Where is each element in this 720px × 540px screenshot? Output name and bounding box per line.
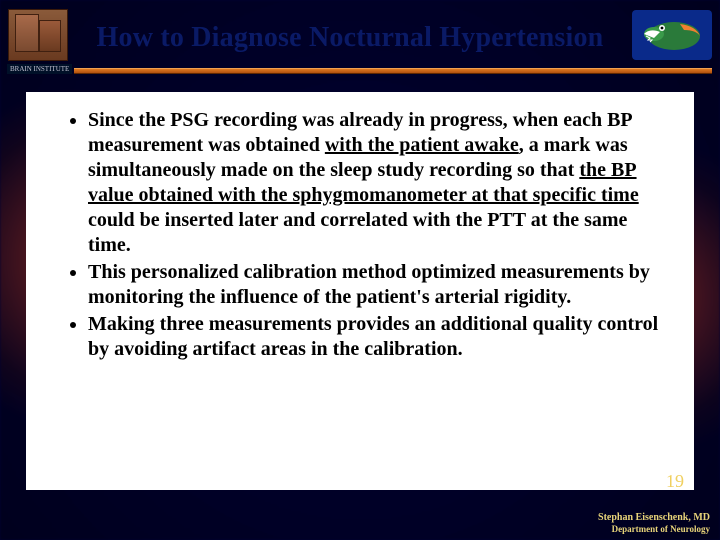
- list-item: Since the PSG recording was already in p…: [88, 108, 676, 258]
- author-name: Stephan Eisenschenk, MD: [598, 512, 710, 524]
- bullet-text: Since the PSG recording was already in p…: [88, 109, 639, 256]
- department-name: Department of Neurology: [598, 524, 710, 534]
- footer-credits: Stephan Eisenschenk, MD Department of Ne…: [598, 512, 710, 534]
- institute-label: BRAIN INSTITUTE: [7, 64, 72, 74]
- institute-building-logo: BRAIN INSTITUTE: [8, 9, 68, 61]
- gator-logo: [632, 10, 712, 60]
- slide-title: How to Diagnose Nocturnal Hypertension: [68, 16, 632, 54]
- bullet-list: Since the PSG recording was already in p…: [88, 108, 676, 362]
- header-divider: [74, 68, 712, 74]
- slide-number: 19: [666, 471, 684, 492]
- content-panel: Since the PSG recording was already in p…: [26, 92, 694, 490]
- gator-icon: [640, 16, 704, 54]
- bullet-text: Making three measurements provides an ad…: [88, 313, 658, 360]
- list-item: This personalized calibration method opt…: [88, 260, 676, 310]
- header-bar: BRAIN INSTITUTE How to Diagnose Nocturna…: [0, 0, 720, 66]
- bullet-text: This personalized calibration method opt…: [88, 261, 650, 308]
- list-item: Making three measurements provides an ad…: [88, 312, 676, 362]
